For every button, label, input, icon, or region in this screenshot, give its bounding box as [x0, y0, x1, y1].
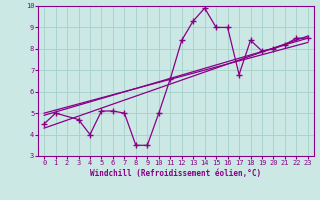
X-axis label: Windchill (Refroidissement éolien,°C): Windchill (Refroidissement éolien,°C): [91, 169, 261, 178]
